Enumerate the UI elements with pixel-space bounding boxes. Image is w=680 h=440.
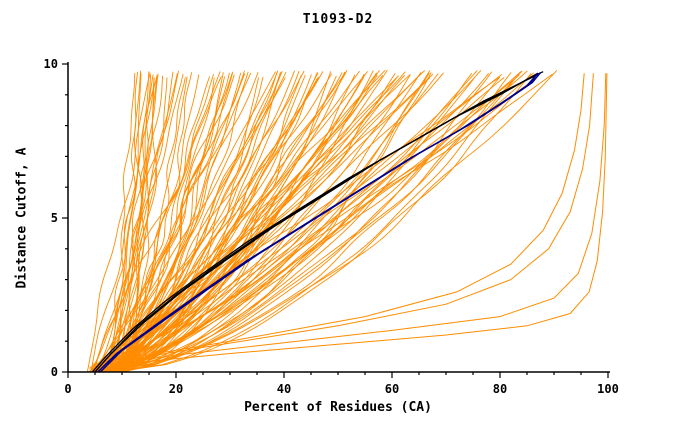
ensemble-curve [109, 71, 174, 373]
ensemble-curve [91, 73, 490, 373]
ensemble-curve [107, 74, 378, 373]
ensemble-curve [94, 71, 493, 373]
ensemble-curve [89, 71, 221, 373]
y-tick-label: 10 [44, 57, 58, 71]
ensemble-curve [107, 73, 159, 373]
ensemble-curve [123, 70, 179, 373]
ensemble-curve [115, 73, 532, 373]
ensemble-curve [117, 75, 302, 373]
ensemble-curve [113, 74, 411, 373]
ensemble-curve [91, 73, 333, 373]
x-tick-label: 60 [385, 382, 399, 396]
ensemble-curve [97, 77, 505, 373]
chart-title: T1093-D2 [302, 12, 374, 27]
x-tick-label: 40 [277, 382, 291, 396]
ensemble-curve [87, 71, 283, 373]
ensemble-curve [96, 73, 184, 373]
ensemble-curve [94, 70, 431, 373]
best-model-black-3 [94, 72, 539, 373]
ensemble-curve [103, 71, 300, 373]
ensemble-curve [98, 75, 384, 373]
ensemble-curve [104, 73, 178, 373]
ensemble-curve [116, 74, 520, 373]
ensemble-curve [100, 72, 136, 373]
ensemble-curve [105, 77, 538, 373]
ensemble-curve [104, 70, 374, 373]
ensemble-curve [116, 73, 246, 373]
ensemble-curve [120, 77, 155, 373]
reference-model-blue-3 [97, 72, 539, 373]
ensemble-curve [98, 76, 365, 373]
ensemble-curve [120, 73, 473, 373]
ensemble-curve [91, 72, 347, 373]
x-axis-label: Percent of Residues (CA) [244, 400, 432, 415]
x-tick-label: 80 [493, 382, 507, 396]
y-tick-label: 5 [51, 211, 58, 225]
ensemble-curve [123, 70, 360, 373]
ensemble-curve [86, 72, 151, 373]
ensemble-curve [90, 76, 476, 373]
ensemble-curve [91, 77, 155, 373]
ensemble-curve [110, 76, 320, 373]
x-tick-label: 0 [64, 382, 71, 396]
ensemble-curve [107, 73, 439, 373]
low-quality-model-2 [89, 73, 607, 368]
low-quality-model-3 [92, 73, 594, 367]
best-model-black-2 [94, 72, 541, 373]
ensemble-curve [121, 73, 396, 373]
ensemble-curve [108, 73, 553, 373]
ensemble-curve [108, 70, 528, 373]
ensemble-curve [120, 72, 242, 373]
ensemble-curve [111, 77, 319, 373]
ensemble-curve [93, 72, 252, 373]
ensemble-curve [96, 72, 432, 373]
low-quality-model-1 [89, 73, 608, 370]
low-quality-model-4 [92, 73, 585, 365]
best-model-black-1 [91, 71, 544, 373]
x-tick-label: 20 [169, 382, 183, 396]
ensemble-curve [114, 76, 517, 373]
ensemble-curve [119, 72, 430, 373]
y-tick-label: 0 [51, 365, 58, 379]
ensemble-curve [111, 73, 142, 373]
x-tick-label: 100 [597, 382, 619, 396]
ensemble-curve [123, 71, 332, 373]
ensemble-curve [113, 69, 558, 373]
ensemble-curve [121, 77, 186, 373]
ensemble-curve [94, 77, 286, 373]
ensemble-curve [115, 76, 211, 373]
ensemble-curve [112, 71, 287, 373]
ensemble-curve [103, 74, 200, 373]
